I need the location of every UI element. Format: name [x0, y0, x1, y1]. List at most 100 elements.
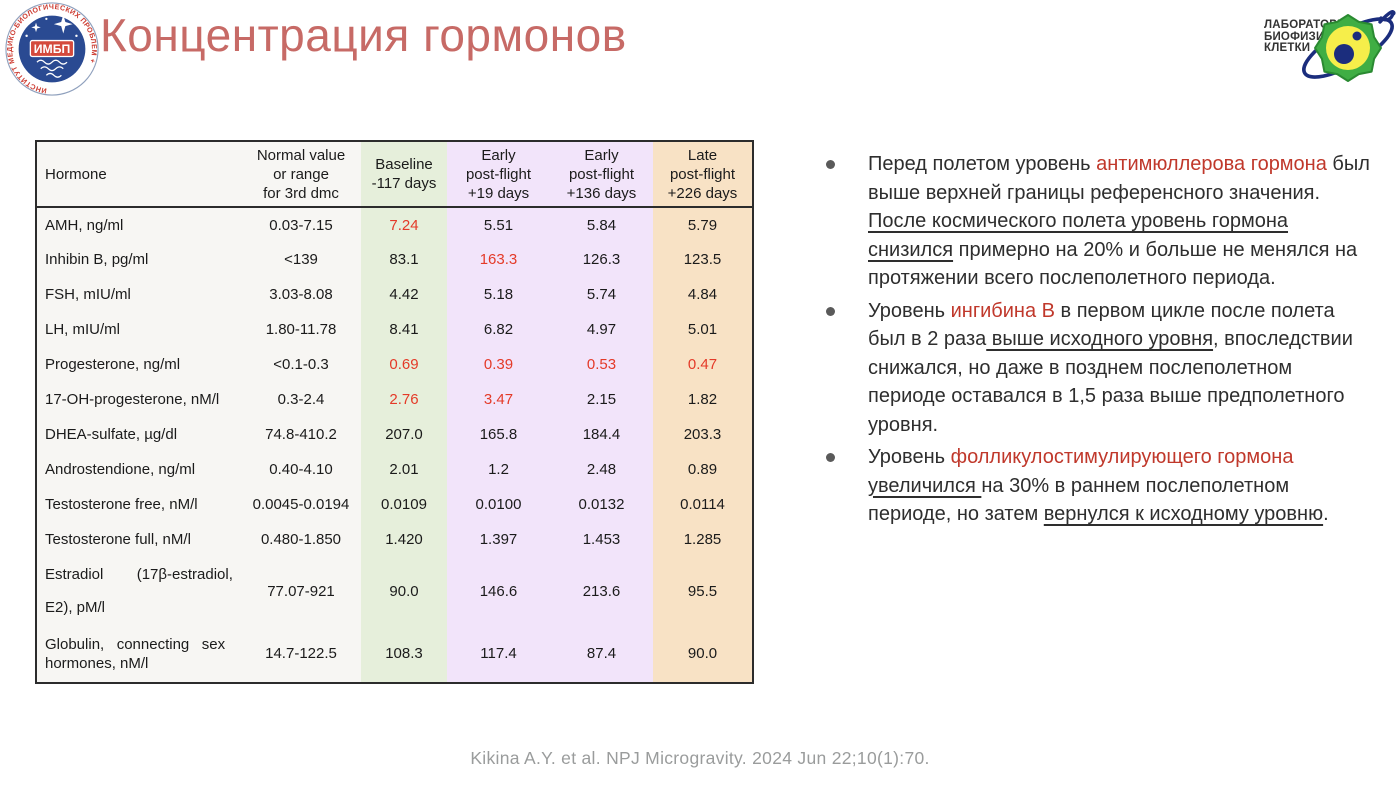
underlined-text: выше исходного уровня [986, 328, 1214, 350]
hormone-name-cell: Globulin, connecting sex hormones, nM/l [36, 625, 241, 683]
value-cell: 83.1 [361, 242, 447, 277]
value-cell: 5.01 [653, 312, 753, 347]
value-cell: 117.4 [447, 625, 550, 683]
value-cell: 1.420 [361, 522, 447, 557]
table-row: Globulin, connecting sex hormones, nM/l 1… [36, 625, 753, 683]
value-cell: 1.2 [447, 452, 550, 487]
page-title: Концентрация гормонов [100, 9, 627, 61]
underlined-text: вернулся к исходному уровню [1043, 503, 1324, 525]
hormone-name-cell: 17-OH-progesterone, nM/l [36, 382, 241, 417]
column-header: Early post-flight +136 days [550, 141, 653, 208]
column-header: Baseline -117 days [361, 141, 447, 208]
table-header-row: Hormone Normal value or range for 3rd dmc… [36, 141, 753, 208]
bullet-list: Перед полетом уровень антимюллерова горм… [818, 150, 1370, 533]
imbp-logo-icon: ИНСТИТУТ МЕДИКО-БИОЛОГИЧЕСКИХ ПРОБЛЕМ + … [5, 2, 99, 96]
table-row: Estradiol (17β-estradiol, E2), pM/l 77.07… [36, 557, 753, 625]
value-cell: <139 [241, 242, 361, 277]
plain-text: в первом цикле после полета был в 2 раза [868, 299, 1335, 351]
value-cell: 5.18 [447, 277, 550, 312]
value-cell: 74.8-410.2 [241, 417, 361, 452]
table-row: AMH, ng/ml 0.03-7.15 7.24 5.51 5.84 5.79 [36, 207, 753, 242]
value-cell: 0.39 [447, 347, 550, 382]
value-cell: 0.0114 [653, 487, 753, 522]
value-cell: 87.4 [550, 625, 653, 683]
value-cell: 1.397 [447, 522, 550, 557]
lab-logo-line: ЛАБОРАТОРИЯ [1264, 19, 1355, 31]
value-cell: 1.82 [653, 382, 753, 417]
value-cell: 213.6 [550, 557, 653, 625]
hormone-name-cell: LH, mIU/ml [36, 312, 241, 347]
hormone-name-cell: Testosterone free, nM/l [36, 487, 241, 522]
plain-text: на 30% в раннем послеполетном периоде, н… [868, 474, 1290, 526]
value-cell: 2.48 [550, 452, 653, 487]
bullet-dot-icon [826, 306, 835, 316]
value-cell: 163.3 [447, 242, 550, 277]
lab-logo-line: КЛЕТКИ [1264, 42, 1311, 54]
value-cell: 184.4 [550, 417, 653, 452]
column-header: Early post-flight +19 days [447, 141, 550, 208]
underlined-text: После космического полета уровень гормон… [868, 210, 1289, 261]
table-row: Androstendione, ng/ml 0.40-4.10 2.01 1.2 2.4… [36, 452, 753, 487]
imbp-logo: ИНСТИТУТ МЕДИКО-БИОЛОГИЧЕСКИХ ПРОБЛЕМ + … [5, 2, 99, 96]
hormone-name-cell: Inhibin B, pg/ml [36, 242, 241, 277]
value-cell: 5.51 [447, 207, 550, 242]
value-cell: 2.15 [550, 382, 653, 417]
bullet-item: Уровень ингибина В в первом цикле после … [818, 297, 1370, 440]
value-cell: 165.8 [447, 417, 550, 452]
plain-text: Уровень [868, 446, 951, 468]
value-cell: <0.1-0.3 [241, 347, 361, 382]
plain-text: был выше верхней границы референсного зн… [868, 153, 1370, 204]
value-cell: 207.0 [361, 417, 447, 452]
value-cell: 0.89 [653, 452, 753, 487]
table-row: 17-OH-progesterone, nM/l 0.3-2.4 2.76 3.47 2… [36, 382, 753, 417]
value-cell: 5.79 [653, 207, 753, 242]
value-cell: 123.5 [653, 242, 753, 277]
plain-text: Перед полетом уровень [868, 153, 1097, 175]
plain-text: примерно на 20% и больше не менялся на п… [868, 238, 1358, 290]
value-cell: 0.0109 [361, 487, 447, 522]
plain-text: Уровень [868, 299, 951, 322]
value-cell: 1.80-11.78 [241, 312, 361, 347]
lab-logo-text: ЛАБОРАТОРИЯ БИОФИЗИКИ КЛЕТКИ [1264, 19, 1355, 55]
bullet-item: Перед полетом уровень антимюллерова горм… [818, 150, 1370, 293]
value-cell: 2.76 [361, 382, 447, 417]
table-row: FSH, mIU/ml 3.03-8.08 4.42 5.18 5.74 4.84 [36, 277, 753, 312]
value-cell: 0.3-2.4 [241, 382, 361, 417]
hormone-table-container: Hormone Normal value or range for 3rd dmc… [35, 140, 754, 684]
highlighted-text: ингибина В [950, 299, 1055, 322]
citation: Kikina A.Y. et al. NPJ Microgravity. 202… [470, 748, 930, 768]
hormone-name-cell: AMH, ng/ml [36, 207, 241, 242]
bullet-dot-icon [826, 160, 835, 169]
value-cell: 8.41 [361, 312, 447, 347]
value-cell: 2.01 [361, 452, 447, 487]
table-row: Testosterone free, nM/l 0.0045-0.0194 0.01… [36, 487, 753, 522]
table-row: Progesterone, ng/ml <0.1-0.3 0.69 0.39 0.53 0… [36, 347, 753, 382]
column-header: Late post-flight +226 days [653, 141, 753, 208]
value-cell: 0.0100 [447, 487, 550, 522]
column-header: Hormone [36, 141, 241, 208]
value-cell: 5.84 [550, 207, 653, 242]
value-cell: 4.42 [361, 277, 447, 312]
value-cell: 203.3 [653, 417, 753, 452]
value-cell: 6.82 [447, 312, 550, 347]
plain-text: . [1323, 503, 1329, 525]
value-cell: 0.480-1.850 [241, 522, 361, 557]
underlined-text: увеличился [868, 474, 982, 497]
bullet-dot-icon [826, 453, 835, 462]
bullet-item: Уровень фолликулостимулирующего гормона … [818, 443, 1370, 529]
highlighted-text: фолликулостимулирующего гормона [950, 446, 1294, 468]
value-cell: 90.0 [361, 557, 447, 625]
cell-icon [1302, 10, 1396, 82]
table-row: LH, mIU/ml 1.80-11.78 8.41 6.82 4.97 5.01 [36, 312, 753, 347]
value-cell: 0.03-7.15 [241, 207, 361, 242]
value-cell: 108.3 [361, 625, 447, 683]
hormone-name-cell: DHEA-sulfate, µg/dl [36, 417, 241, 452]
value-cell: 95.5 [653, 557, 753, 625]
table-row: Inhibin B, pg/ml <139 83.1 163.3 126.3 123.5 [36, 242, 753, 277]
value-cell: 90.0 [653, 625, 753, 683]
imbp-abbr: ИМБП [34, 42, 71, 56]
star-icon [31, 22, 41, 33]
hormone-table: Hormone Normal value or range for 3rd dmc… [35, 140, 754, 684]
value-cell: 0.0132 [550, 487, 653, 522]
table-row: DHEA-sulfate, µg/dl 74.8-410.2 207.0 165.8 1… [36, 417, 753, 452]
